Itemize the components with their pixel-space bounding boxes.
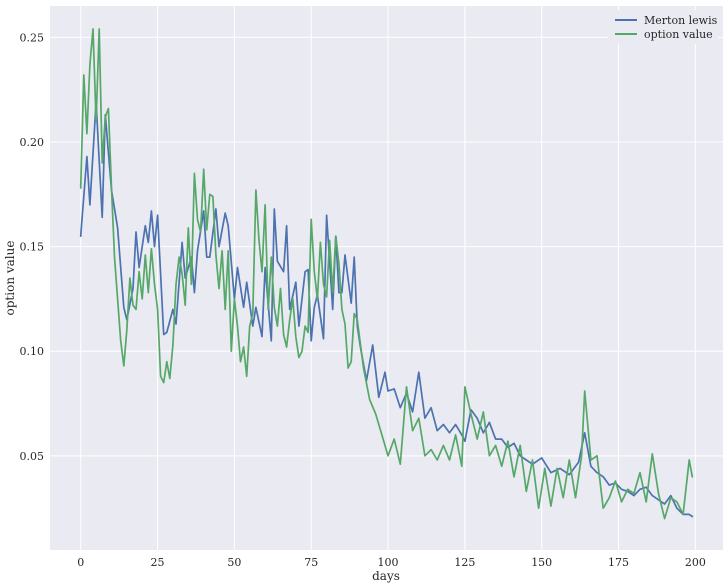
y-tick-label: 0.05 bbox=[20, 450, 45, 463]
x-tick-label: 50 bbox=[227, 556, 241, 569]
x-tick-label: 200 bbox=[685, 556, 706, 569]
x-tick-label: 100 bbox=[378, 556, 399, 569]
y-tick-label: 0.20 bbox=[20, 136, 45, 149]
legend-label-merton-lewis: Merton lewis bbox=[644, 14, 718, 27]
series-line-option-value bbox=[79, 28, 694, 520]
legend-frame bbox=[608, 10, 718, 44]
series-line-merton-lewis bbox=[79, 101, 694, 518]
x-axis-label: days bbox=[372, 569, 400, 583]
legend-label-option-value: option value bbox=[644, 28, 713, 41]
x-tick-label: 0 bbox=[77, 556, 84, 569]
x-tick-label: 125 bbox=[454, 556, 475, 569]
legend: Merton lewis option value bbox=[608, 10, 718, 44]
y-tick-label: 0.10 bbox=[20, 345, 45, 358]
x-tick-label: 75 bbox=[304, 556, 318, 569]
y-tick-label: 0.15 bbox=[20, 241, 45, 254]
plot-background bbox=[50, 6, 723, 550]
y-axis-label: option value bbox=[3, 241, 17, 316]
x-tick-label: 175 bbox=[608, 556, 629, 569]
series-lines bbox=[79, 28, 694, 520]
x-tick-labels: 0 25 50 75 100 125 150 175 200 bbox=[77, 556, 706, 569]
x-tick-label: 150 bbox=[531, 556, 552, 569]
x-tick-label: 25 bbox=[151, 556, 165, 569]
y-tick-labels: 0.05 0.10 0.15 0.20 0.25 bbox=[20, 31, 45, 462]
y-tick-label: 0.25 bbox=[20, 31, 45, 44]
